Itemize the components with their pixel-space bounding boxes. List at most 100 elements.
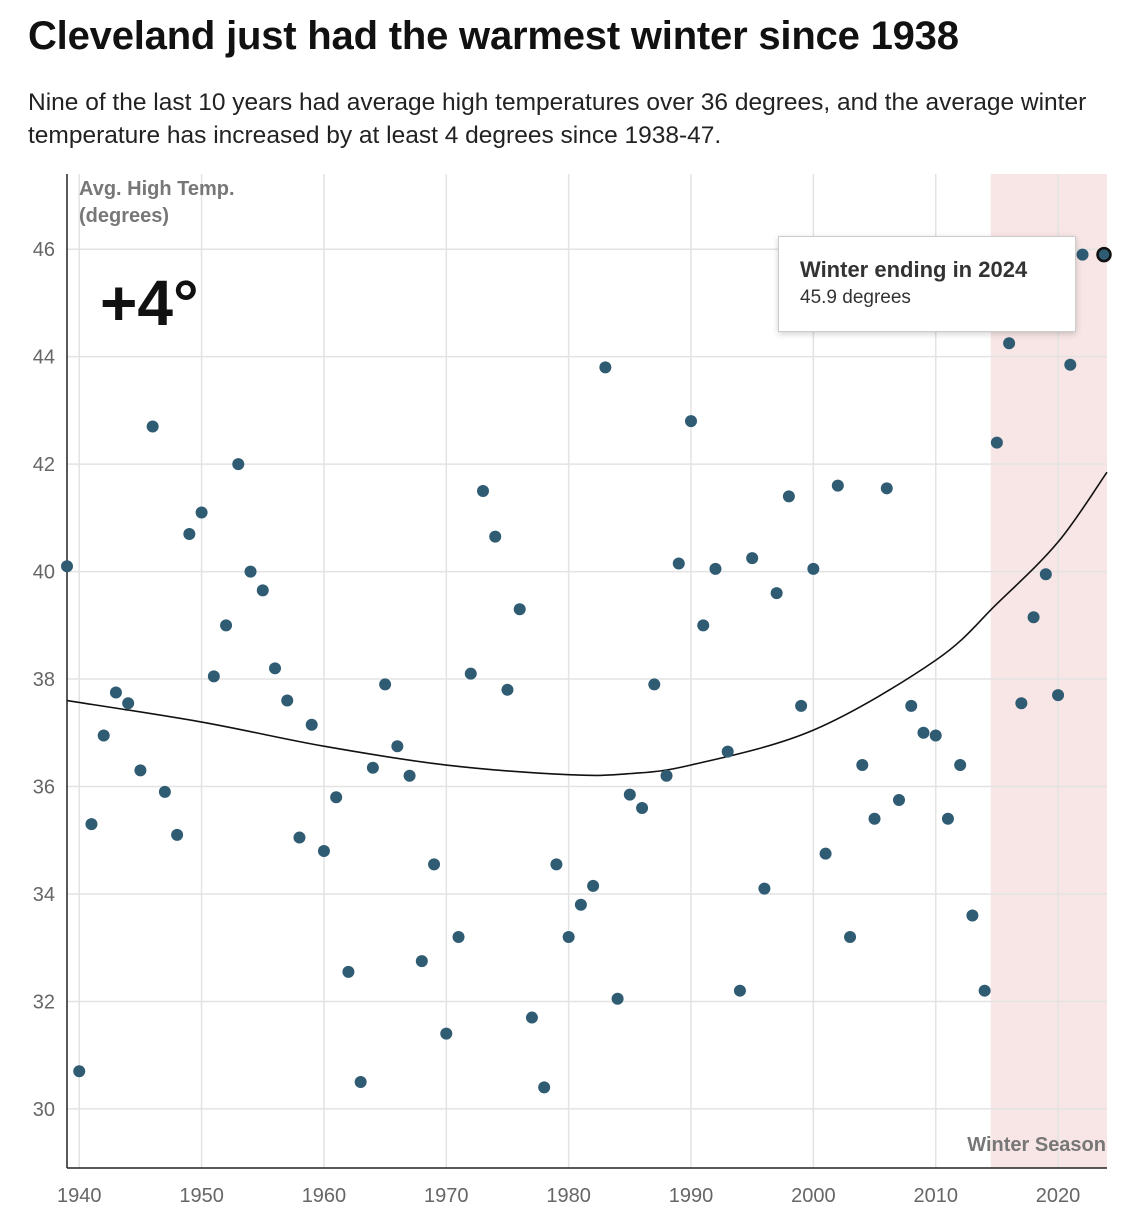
- data-point: [844, 930, 857, 943]
- data-point: [330, 791, 343, 804]
- y-tick-label: 40: [33, 562, 55, 584]
- highlighted-data-point: [1096, 246, 1112, 263]
- data-point: [733, 984, 746, 997]
- data-point: [917, 726, 930, 739]
- data-point: [648, 678, 661, 691]
- tooltip-title: Winter ending in 2024: [800, 257, 1028, 282]
- data-point: [574, 898, 587, 911]
- data-point: [403, 769, 416, 782]
- data-point: [489, 530, 502, 543]
- data-point: [513, 603, 526, 616]
- data-point: [856, 759, 869, 772]
- point-layer: [61, 246, 1112, 1094]
- x-tick-label: 1970: [424, 1185, 469, 1207]
- data-point: [158, 785, 171, 798]
- y-tick-label: 34: [33, 884, 55, 906]
- data-point: [293, 831, 306, 844]
- data-point: [1027, 611, 1040, 624]
- data-point: [171, 828, 184, 841]
- data-point: [122, 697, 135, 710]
- y-axis-title-line1: Avg. High Temp.: [79, 178, 235, 200]
- data-point: [770, 587, 783, 600]
- data-point: [538, 1081, 551, 1094]
- data-point: [990, 436, 1003, 449]
- y-tick-label: 42: [33, 454, 55, 476]
- x-tick-label: 1990: [669, 1185, 714, 1207]
- data-point: [685, 415, 697, 428]
- data-point: [746, 552, 759, 565]
- chart-subtitle: Nine of the last 10 years had average hi…: [28, 89, 1087, 149]
- data-point: [305, 718, 318, 731]
- data-point: [1015, 697, 1028, 710]
- data-point: [464, 667, 477, 680]
- axis-layer: 30 32 34 36 38 40 42 44 46 1940 1950 1960 1970 1980 19…: [33, 174, 1107, 1207]
- data-point: [354, 1076, 367, 1089]
- data-point: [501, 683, 514, 696]
- data-point: [562, 930, 575, 943]
- data-point: [611, 992, 624, 1005]
- label-layer: Avg. High Temp. (degrees) +4° Winter Sea…: [79, 178, 1106, 1156]
- x-tick-label: 2000: [791, 1185, 836, 1207]
- data-point: [721, 745, 734, 758]
- data-point: [134, 764, 147, 777]
- data-point: [782, 490, 795, 503]
- x-tick-label: 1950: [179, 1185, 224, 1207]
- data-point: [831, 479, 844, 492]
- data-point: [61, 560, 73, 573]
- data-point: [73, 1065, 86, 1078]
- data-point: [379, 678, 392, 691]
- data-point: [366, 761, 379, 774]
- data-point: [697, 619, 710, 632]
- data-point: [477, 485, 489, 498]
- data-point: [819, 847, 832, 860]
- x-tick-label: 2010: [913, 1185, 958, 1207]
- data-point: [929, 729, 942, 742]
- data-point: [428, 858, 441, 871]
- data-point: [623, 788, 636, 801]
- data-point: [978, 984, 991, 997]
- y-tick-label: 46: [33, 239, 55, 261]
- data-point: [317, 844, 330, 857]
- data-point: [85, 818, 98, 831]
- x-tick-label: 1980: [546, 1185, 591, 1207]
- data-point: [440, 1027, 453, 1040]
- data-point: [183, 527, 196, 540]
- data-point: [1076, 248, 1089, 261]
- data-point: [599, 361, 612, 374]
- data-point: [391, 740, 404, 753]
- chart-title: Cleveland just had the warmest winter si…: [28, 14, 959, 58]
- data-point: [244, 565, 257, 578]
- data-point: [941, 812, 954, 825]
- data-point: [807, 562, 820, 575]
- data-point: [880, 482, 893, 495]
- data-point: [195, 506, 208, 519]
- data-point: [146, 420, 159, 433]
- data-point: [1039, 568, 1052, 581]
- trend-line: [66, 471, 1108, 777]
- data-point: [269, 662, 281, 675]
- data-point: [550, 858, 563, 871]
- change-annotation: +4°: [100, 267, 199, 339]
- x-tick-label: 1960: [302, 1185, 347, 1207]
- data-point: [905, 699, 918, 712]
- data-point: [587, 879, 600, 892]
- data-point: [281, 694, 294, 707]
- data-point: [868, 812, 881, 825]
- data-point: [709, 562, 722, 575]
- data-point: [966, 909, 979, 922]
- data-point: [342, 965, 355, 978]
- data-point: [893, 793, 905, 806]
- data-point: [525, 1011, 538, 1024]
- x-axis-title: Winter Season: [967, 1134, 1106, 1156]
- data-point: [415, 955, 428, 968]
- data-tooltip: Winter ending in 2024 45.9 degrees: [778, 236, 1076, 332]
- x-tick-label: 2020: [1036, 1185, 1081, 1207]
- data-point: [220, 619, 233, 632]
- y-tick-label: 44: [33, 347, 55, 369]
- data-point: [207, 670, 220, 683]
- trend-layer: [66, 471, 1108, 777]
- x-tick-label: 1940: [57, 1185, 102, 1207]
- data-point: [452, 930, 465, 943]
- data-point: [660, 769, 673, 782]
